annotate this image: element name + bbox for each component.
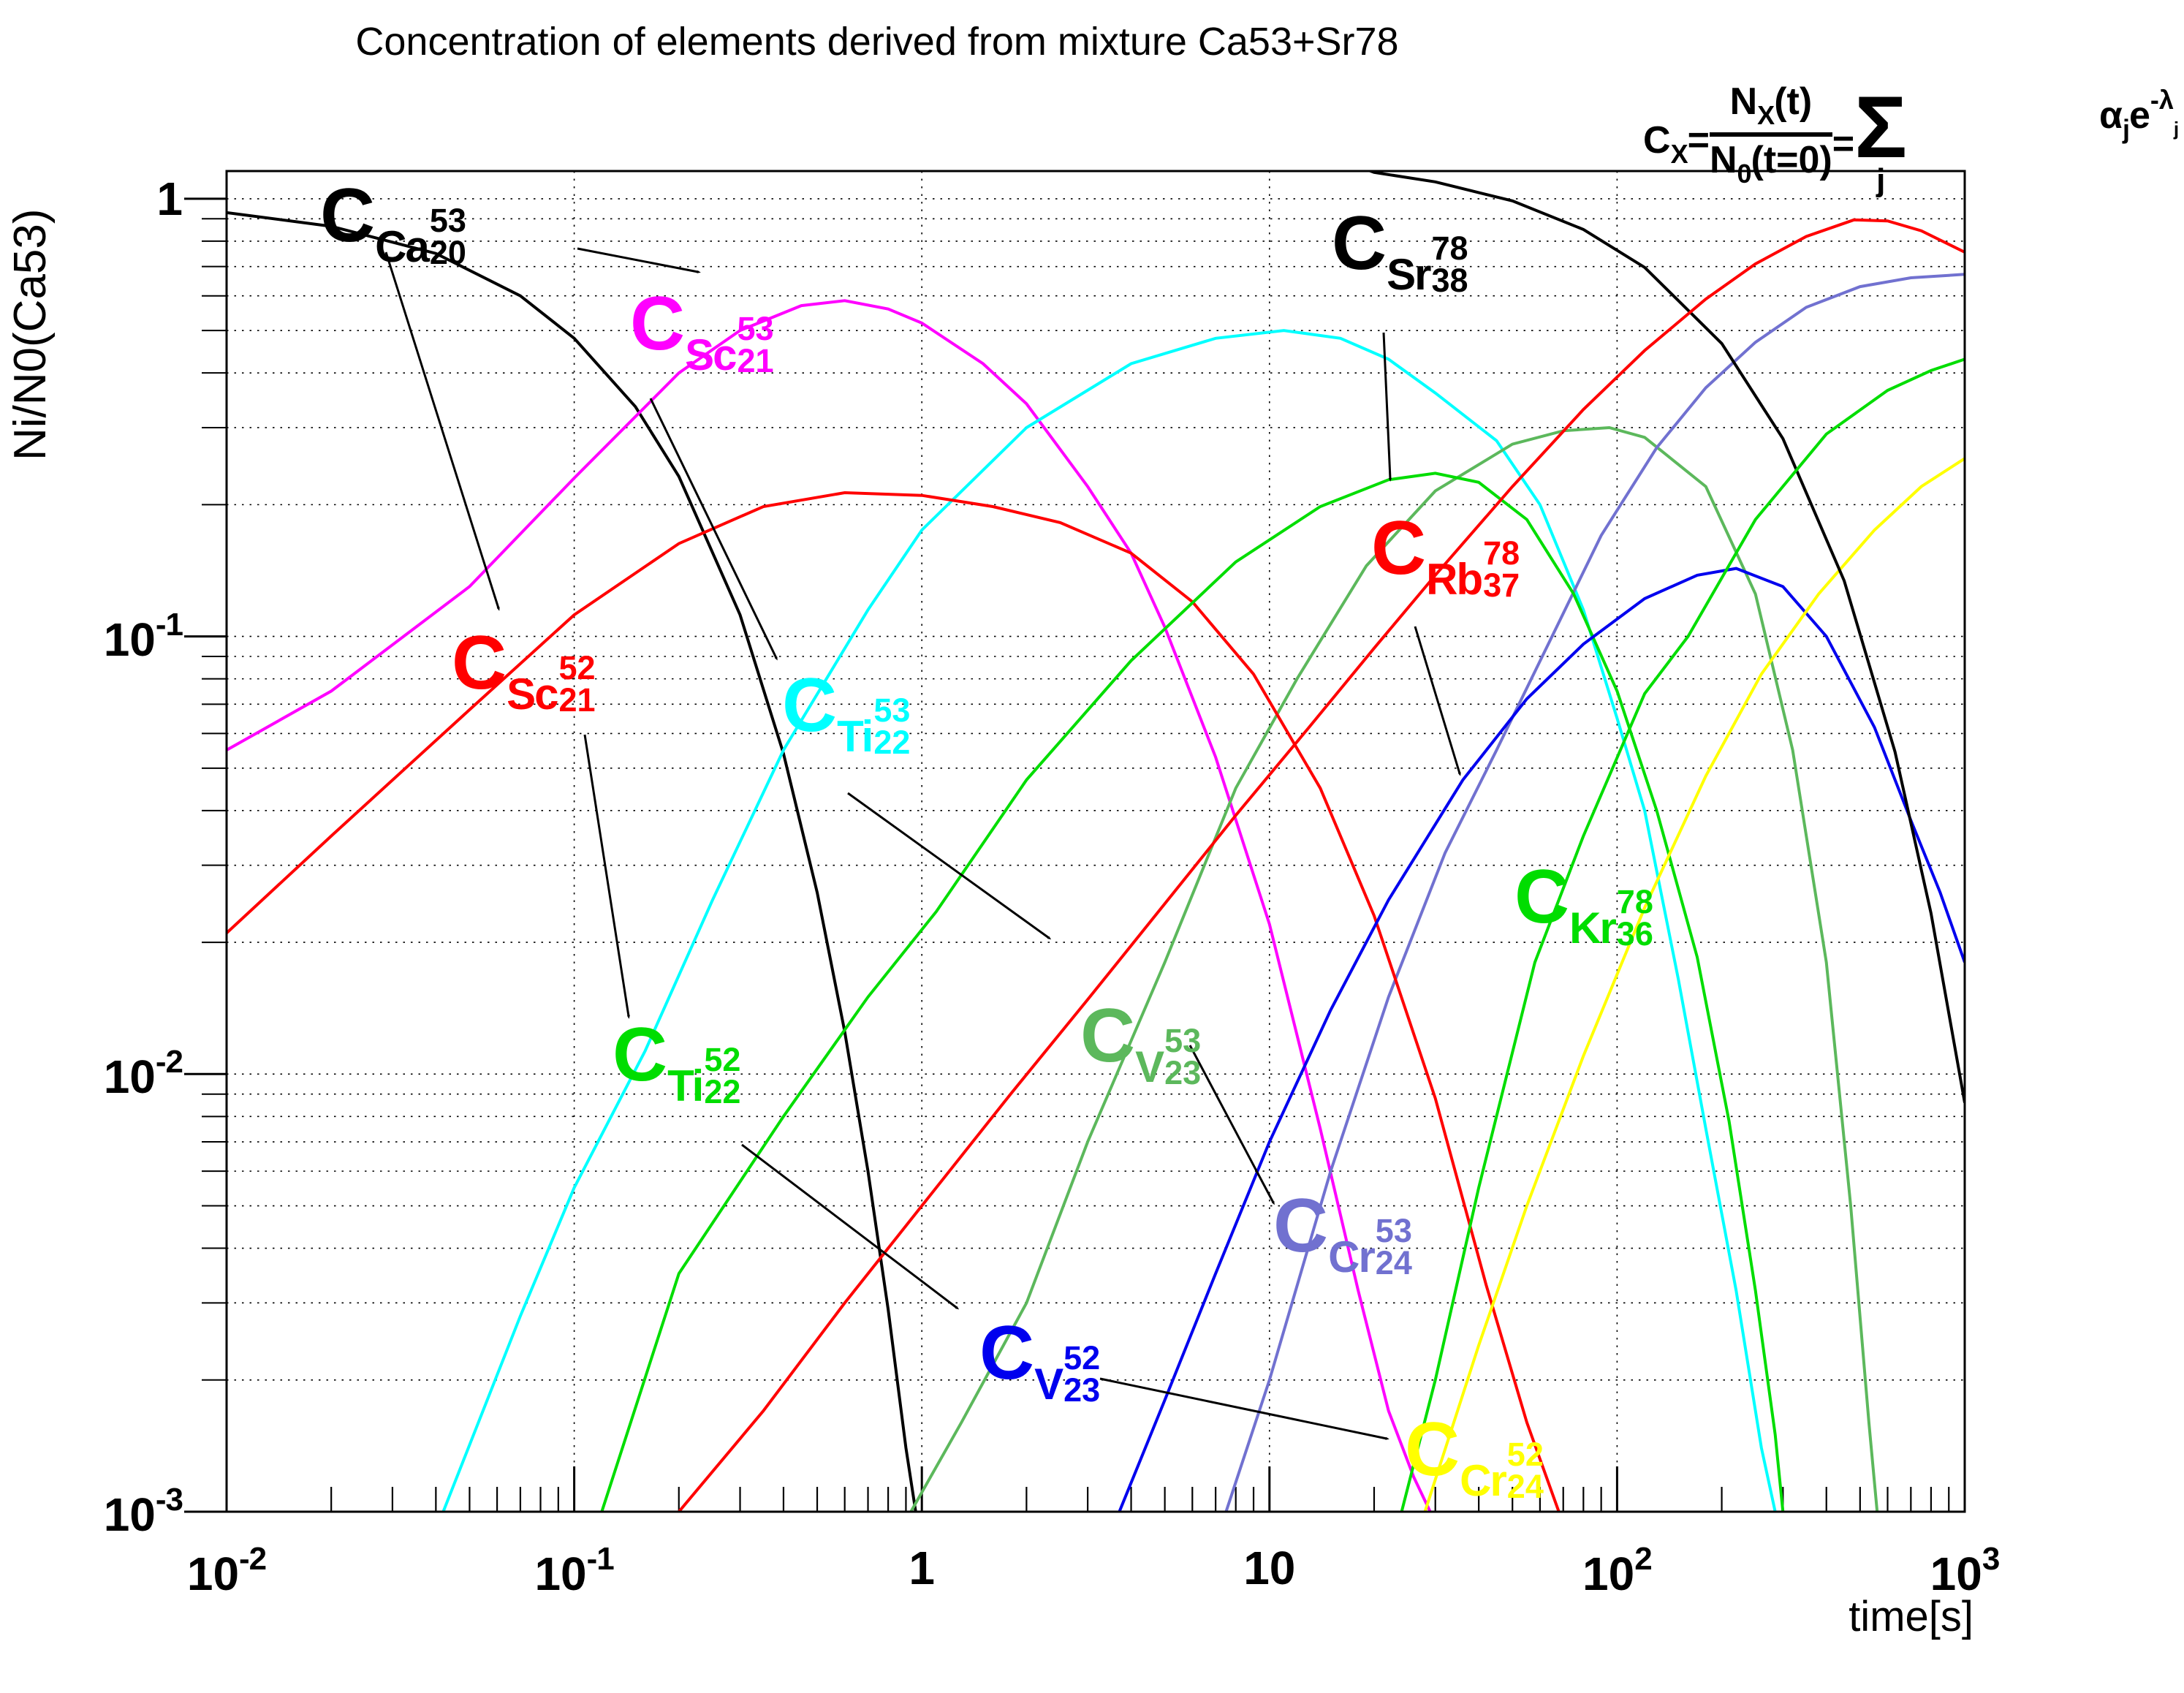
arrow-v52-to-cr52 (1099, 1377, 1387, 1439)
arrow-sc53-to-ti53 (649, 398, 776, 658)
curve-ti53 (441, 329, 1777, 1512)
curve-kr78 (1400, 357, 1965, 1512)
formula-c-sub: X (1670, 139, 1688, 169)
curve-label-cr53: C Cr 53 24 (1273, 1183, 1412, 1282)
x-tick-label-102: 102 (1582, 1541, 1653, 1600)
curve-label-ca53: C Ca 53 20 (320, 173, 466, 272)
formula-c: C (1643, 119, 1671, 162)
curve-sc53 (227, 299, 1432, 1512)
arrow-sr78-to-rb78 (1384, 332, 1390, 479)
curve-ti52 (600, 471, 1785, 1512)
curve-sc52 (227, 491, 1561, 1512)
curve-cr52 (1423, 457, 1965, 1512)
curve-label-kr78: C Kr 78 36 (1514, 855, 1653, 953)
curve-v52 (1118, 567, 1965, 1512)
arrow-sc52-to-ti52 (583, 734, 629, 1016)
formula-alpha-term: αje-λj (2099, 85, 2180, 144)
arrow-ca53-to-sc52 (384, 251, 498, 608)
gridlines (227, 171, 1965, 1512)
arrow-ca53-to-sc53 (577, 247, 698, 272)
curve-cr53 (1224, 273, 1965, 1512)
curve-label-ti53: C Ti 53 22 (782, 663, 911, 762)
x-tick-label-1: 1 (909, 1542, 935, 1594)
chart-title: Concentration of elements derived from m… (355, 20, 1399, 64)
curve-rb78 (678, 218, 1965, 1512)
formula-sigma-sub: j (1876, 162, 1886, 198)
formula-concentration-definition: CX= NX(t) N0(t=0) = Σ j (1643, 70, 1907, 199)
curve-label-v52: C V 52 23 (979, 1311, 1101, 1409)
curve-sr78 (1366, 171, 1965, 1103)
formula-fraction: NX(t) N0(t=0) (1709, 80, 1832, 189)
x-tick-label-10-1: 10-1 (534, 1541, 614, 1600)
formula-eq2: = (1832, 123, 1855, 165)
y-tick-label-10-3: 10-3 (103, 1482, 183, 1541)
curve-ca53 (227, 211, 917, 1512)
curve-v53 (909, 425, 1879, 1512)
curve-label-sc53: C Sc 53 21 (630, 281, 774, 380)
y-tick-label-10-1: 10-1 (103, 606, 183, 666)
curves (227, 171, 1965, 1512)
x-axis-title: time[s] (1849, 1593, 1973, 1640)
plot-frame (225, 170, 1966, 1513)
x-tick-label-10-2: 10-2 (186, 1541, 267, 1600)
curve-label-cr52: C Cr 52 24 (1405, 1407, 1544, 1506)
arrow-rb78-to-kr78 (1414, 626, 1460, 773)
arrow-ti53-to-v53 (847, 792, 1049, 938)
x-tick-label-103: 103 (1930, 1541, 2001, 1600)
y-tick-label-10-2: 10-2 (103, 1044, 183, 1104)
formula-sigma: Σ (1854, 78, 1908, 176)
curve-label-sc52: C Sc 52 21 (452, 621, 596, 719)
curve-label-sr78: C Sr 78 38 (1332, 201, 1468, 300)
decay-arrows (384, 247, 1460, 1439)
arrow-v53-to-cr53 (1188, 1045, 1273, 1202)
curve-label-ti52: C Ti 52 22 (613, 1012, 741, 1111)
x-tick-label-10: 10 (1243, 1542, 1296, 1594)
arrow-ti52-to-v52 (741, 1143, 957, 1308)
y-tick-label-1: 1 (156, 172, 183, 225)
curve-label-rb78: C Rb 78 37 (1371, 506, 1520, 605)
formula-eq1: = (1687, 119, 1710, 162)
curve-label-v53: C V 53 23 (1080, 993, 1202, 1092)
y-axis-title: Ni/N0(Ca53) (5, 208, 56, 461)
